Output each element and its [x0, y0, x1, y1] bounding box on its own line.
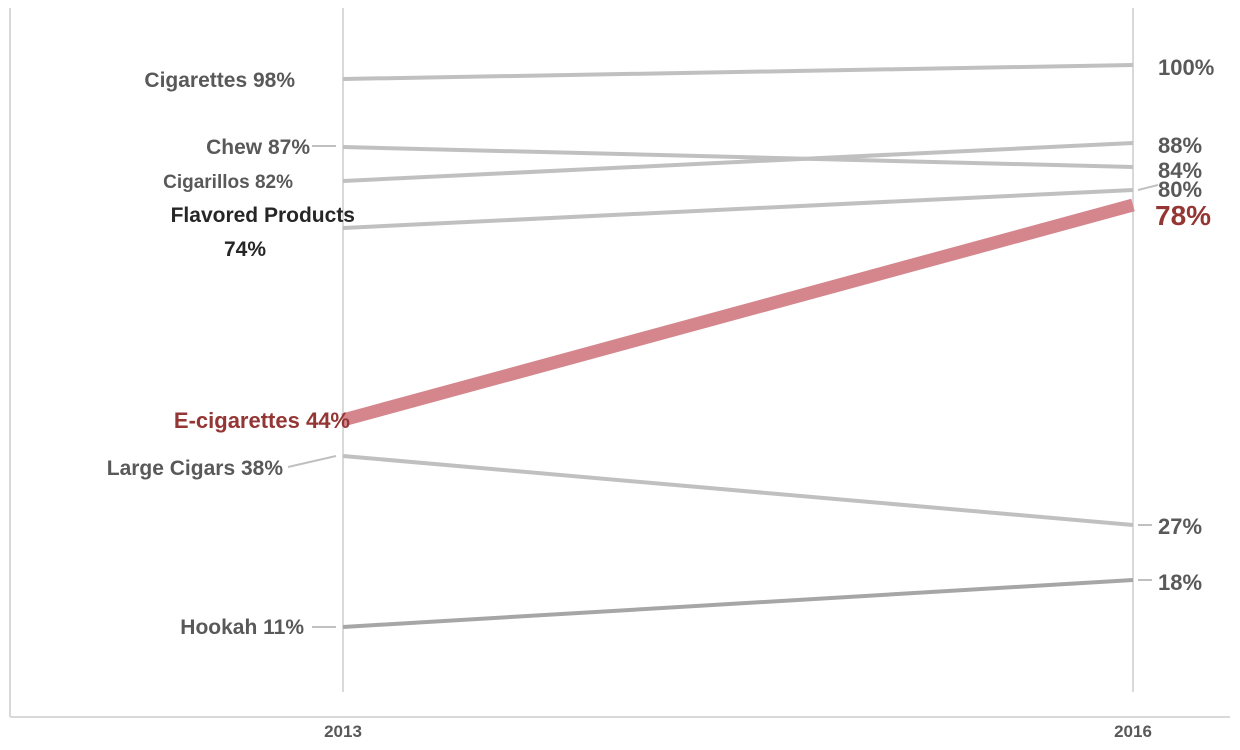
series-line-hookah: [342, 578, 1134, 629]
series-line-cigarillos: [342, 141, 1134, 183]
left-label-large-cigars: Large Cigars 38%: [107, 457, 284, 480]
left-label-chew: Chew 87%: [206, 136, 310, 159]
right-label-flavored-products: 80%: [1158, 177, 1202, 202]
right-label-large-cigars: 27%: [1158, 514, 1202, 539]
x-tick-label-2013: 2013: [324, 722, 362, 741]
left-label-cigarettes: Cigarettes 98%: [144, 69, 295, 92]
left-label-flavored-products-line1: Flavored Products: [171, 204, 355, 227]
x-tick-label-2016: 2016: [1114, 722, 1152, 741]
left-label-flavored-products-line2: 74%: [224, 238, 266, 261]
series-line-cigarettes: [342, 63, 1134, 81]
left-label-cigarillos: Cigarillos 82%: [163, 172, 293, 193]
series-line-flavored-products: [342, 188, 1134, 230]
series-line-large-cigars: [342, 454, 1134, 527]
leader-left-large-cigars: [287, 455, 337, 468]
left-label-hookah: Hookah 11%: [180, 616, 304, 639]
series-line-e-cigarettes: [341, 198, 1135, 427]
series-line-chew: [342, 145, 1134, 169]
right-label-chew: 84%: [1158, 158, 1202, 183]
left-label-e-cigarettes: E-cigarettes 44%: [174, 408, 350, 433]
right-label-cigarettes: 100%: [1158, 55, 1214, 80]
leader-right-flavored-products: [1137, 184, 1159, 191]
right-label-hookah: 18%: [1158, 570, 1202, 595]
right-label-e-cigarettes: 78%: [1155, 200, 1211, 231]
right-label-cigarillos: 88%: [1158, 133, 1202, 158]
